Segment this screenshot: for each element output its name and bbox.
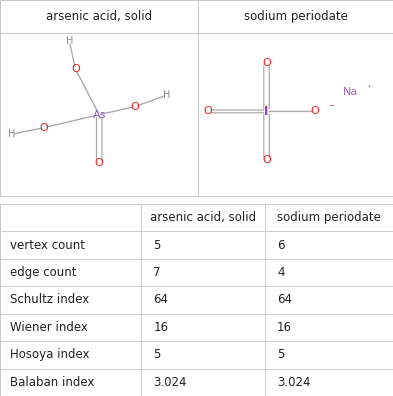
Text: 4: 4 [277, 266, 285, 279]
Text: sodium periodate: sodium periodate [277, 211, 381, 224]
Text: Hosoya index: Hosoya index [10, 348, 89, 361]
Text: Schultz index: Schultz index [10, 293, 89, 307]
Text: +: + [366, 84, 372, 89]
Text: H: H [66, 36, 73, 46]
Text: 5: 5 [153, 239, 161, 251]
Text: Na: Na [343, 87, 358, 97]
Text: Wiener index: Wiener index [10, 321, 88, 334]
Text: arsenic acid, solid: arsenic acid, solid [46, 10, 152, 23]
Text: 16: 16 [153, 321, 168, 334]
Text: O: O [204, 107, 213, 116]
Text: 64: 64 [153, 293, 168, 307]
Text: H: H [163, 90, 171, 100]
Text: H: H [8, 129, 16, 139]
Text: sodium periodate: sodium periodate [244, 10, 348, 23]
Text: −: − [328, 103, 334, 109]
Text: As: As [92, 110, 106, 120]
Text: 16: 16 [277, 321, 292, 334]
Text: O: O [39, 123, 48, 133]
Text: O: O [262, 155, 271, 165]
Text: O: O [262, 57, 271, 68]
Text: O: O [130, 101, 140, 112]
Text: Balaban index: Balaban index [10, 376, 94, 389]
Text: 7: 7 [153, 266, 161, 279]
Text: edge count: edge count [10, 266, 76, 279]
Text: 6: 6 [277, 239, 285, 251]
Text: 64: 64 [277, 293, 292, 307]
Text: O: O [311, 107, 320, 116]
Text: O: O [71, 64, 80, 74]
Text: 3.024: 3.024 [153, 376, 187, 389]
Text: 5: 5 [153, 348, 161, 361]
Text: arsenic acid, solid: arsenic acid, solid [150, 211, 257, 224]
Text: vertex count: vertex count [10, 239, 85, 251]
Text: 3.024: 3.024 [277, 376, 310, 389]
Text: I: I [264, 105, 269, 118]
Text: O: O [95, 158, 104, 168]
Text: 5: 5 [277, 348, 285, 361]
